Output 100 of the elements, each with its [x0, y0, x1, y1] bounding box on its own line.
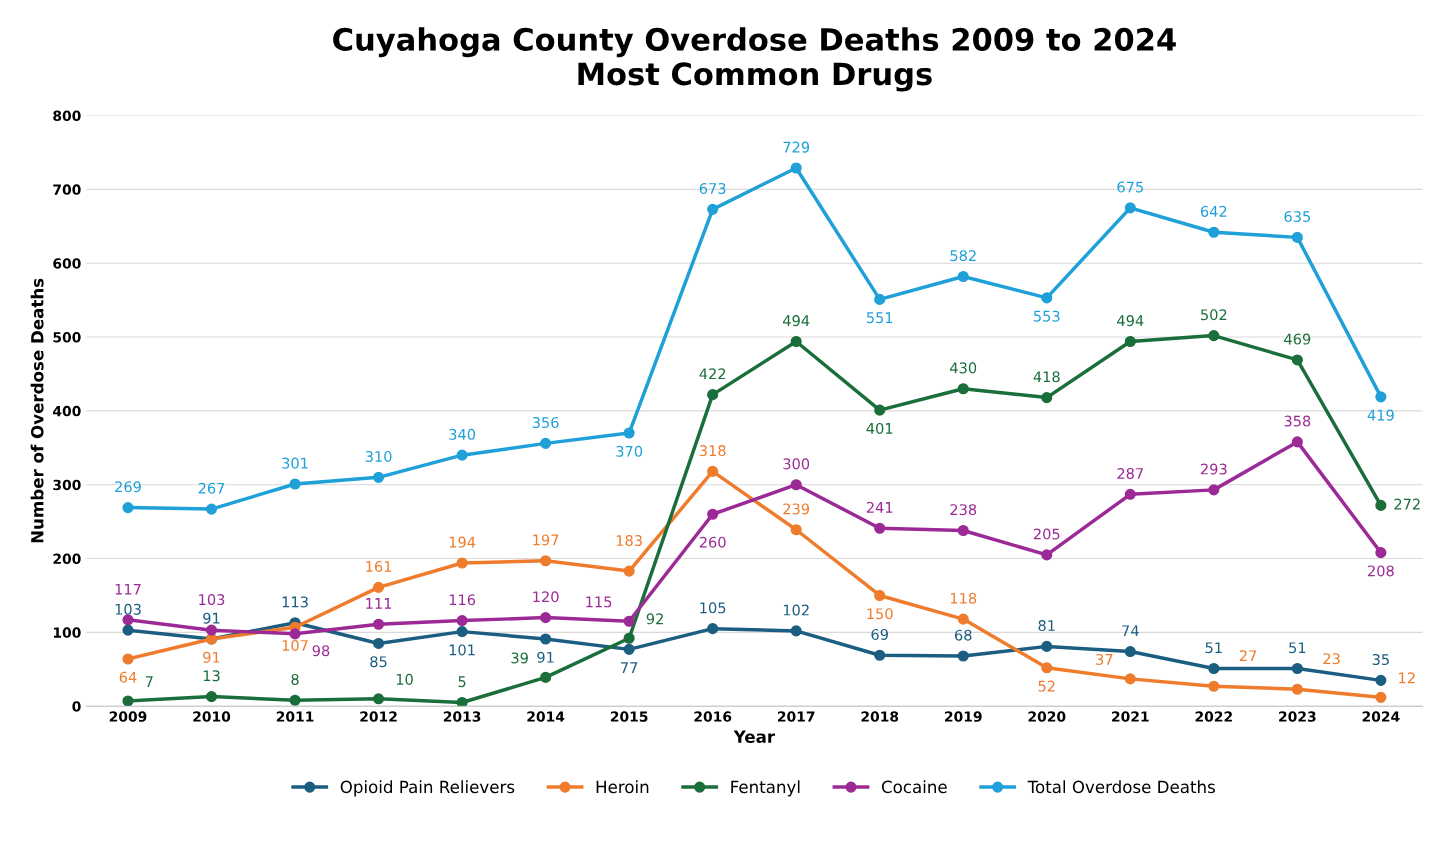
point: [1124, 335, 1136, 348]
data-label: 37: [1096, 653, 1113, 665]
data-label: 269: [115, 481, 141, 493]
x-tick-label: 2024: [1362, 711, 1400, 722]
data-label: 107: [282, 639, 308, 651]
y-tick-label: 200: [53, 553, 81, 565]
point: [874, 589, 886, 602]
point: [1208, 662, 1220, 675]
data-label: 729: [783, 141, 810, 153]
point: [1041, 392, 1053, 404]
y-tick-label: 0: [72, 701, 81, 712]
data-label: 241: [866, 501, 893, 513]
x-tick-label: 2016: [694, 711, 732, 722]
data-label: 205: [1033, 528, 1060, 540]
data-label: 430: [950, 362, 977, 374]
data-label: 161: [366, 560, 392, 573]
point: [957, 613, 969, 625]
point: [540, 555, 552, 567]
data-label: 419: [1367, 409, 1394, 421]
data-label: 422: [699, 368, 726, 380]
point: [1041, 549, 1053, 561]
data-label: 502: [1201, 309, 1227, 321]
data-label: 39: [511, 652, 528, 664]
point: [456, 696, 468, 707]
x-tick-label: 2014: [527, 711, 565, 722]
data-label: 51: [1289, 642, 1306, 654]
point: [1375, 547, 1387, 559]
data-label: 91: [203, 651, 220, 663]
data-label: 401: [866, 422, 893, 434]
point: [707, 389, 719, 401]
x-tick-label: 2020: [1028, 711, 1066, 722]
point: [540, 633, 552, 645]
data-label: 318: [699, 445, 726, 457]
data-label: 267: [198, 482, 225, 494]
point: [957, 270, 969, 283]
legend-label: Total Overdose Deaths: [1027, 780, 1215, 794]
point: [1291, 662, 1303, 675]
point: [707, 203, 719, 215]
data-label: 105: [700, 602, 726, 614]
point: [1375, 391, 1387, 403]
data-label: 183: [616, 535, 642, 547]
data-label: 52: [1038, 680, 1055, 692]
point: [456, 449, 468, 461]
data-label: 197: [533, 534, 559, 546]
point: [456, 615, 468, 627]
point: [623, 427, 635, 439]
point: [1041, 292, 1053, 304]
data-label: 92: [646, 613, 663, 625]
point: [1291, 354, 1303, 366]
data-label: 260: [699, 536, 726, 548]
data-label: 117: [115, 583, 141, 595]
data-label: 358: [1284, 415, 1311, 427]
data-label: 8: [291, 673, 299, 685]
data-label: 293: [1200, 463, 1227, 475]
data-label: 494: [782, 315, 810, 327]
point: [122, 502, 134, 514]
point: [707, 508, 719, 520]
point: [874, 522, 886, 534]
point: [373, 637, 385, 650]
x-tick-label: 2023: [1279, 711, 1316, 722]
point: [540, 612, 552, 624]
point: [1375, 674, 1387, 686]
y-tick-label: 800: [53, 110, 81, 122]
data-label: 27: [1239, 650, 1257, 662]
point: [1375, 691, 1387, 703]
point: [623, 565, 635, 577]
point: [1041, 662, 1053, 674]
data-label: 239: [783, 503, 810, 515]
data-label: 12: [1399, 672, 1415, 684]
data-label: 150: [867, 608, 893, 620]
data-label: 91: [203, 612, 220, 624]
point: [540, 671, 552, 683]
y-tick-label: 700: [53, 184, 81, 195]
point: [1208, 226, 1220, 238]
data-label: 675: [1117, 181, 1143, 193]
data-label: 5: [458, 676, 466, 688]
point: [205, 691, 218, 703]
point: [790, 625, 802, 637]
data-label: 208: [1368, 565, 1394, 577]
legend-label: Opioid Pain Relievers: [340, 780, 515, 797]
point: [1124, 673, 1136, 685]
point: [1291, 436, 1303, 448]
point: [1291, 683, 1303, 695]
data-label: 194: [449, 536, 476, 548]
data-label: 115: [586, 596, 612, 608]
chart-title: Cuyahoga County Overdose Deaths 2009 to 2024 Most Common Drugs: [333, 27, 1176, 92]
data-label: 103: [199, 594, 225, 606]
x-tick-label: 2017: [777, 711, 815, 722]
data-label: 74: [1122, 625, 1139, 637]
data-label: 85: [370, 656, 387, 668]
x-tick-label: 2013: [443, 711, 481, 722]
point: [373, 693, 385, 705]
point: [122, 614, 134, 626]
data-label: 494: [1117, 315, 1144, 327]
data-label: 77: [621, 662, 638, 673]
x-tick-label: 2011: [276, 711, 314, 722]
legend-label: Cocaine: [881, 780, 947, 794]
point: [623, 615, 635, 627]
data-label: 370: [616, 445, 643, 457]
data-label: 553: [1033, 310, 1060, 322]
